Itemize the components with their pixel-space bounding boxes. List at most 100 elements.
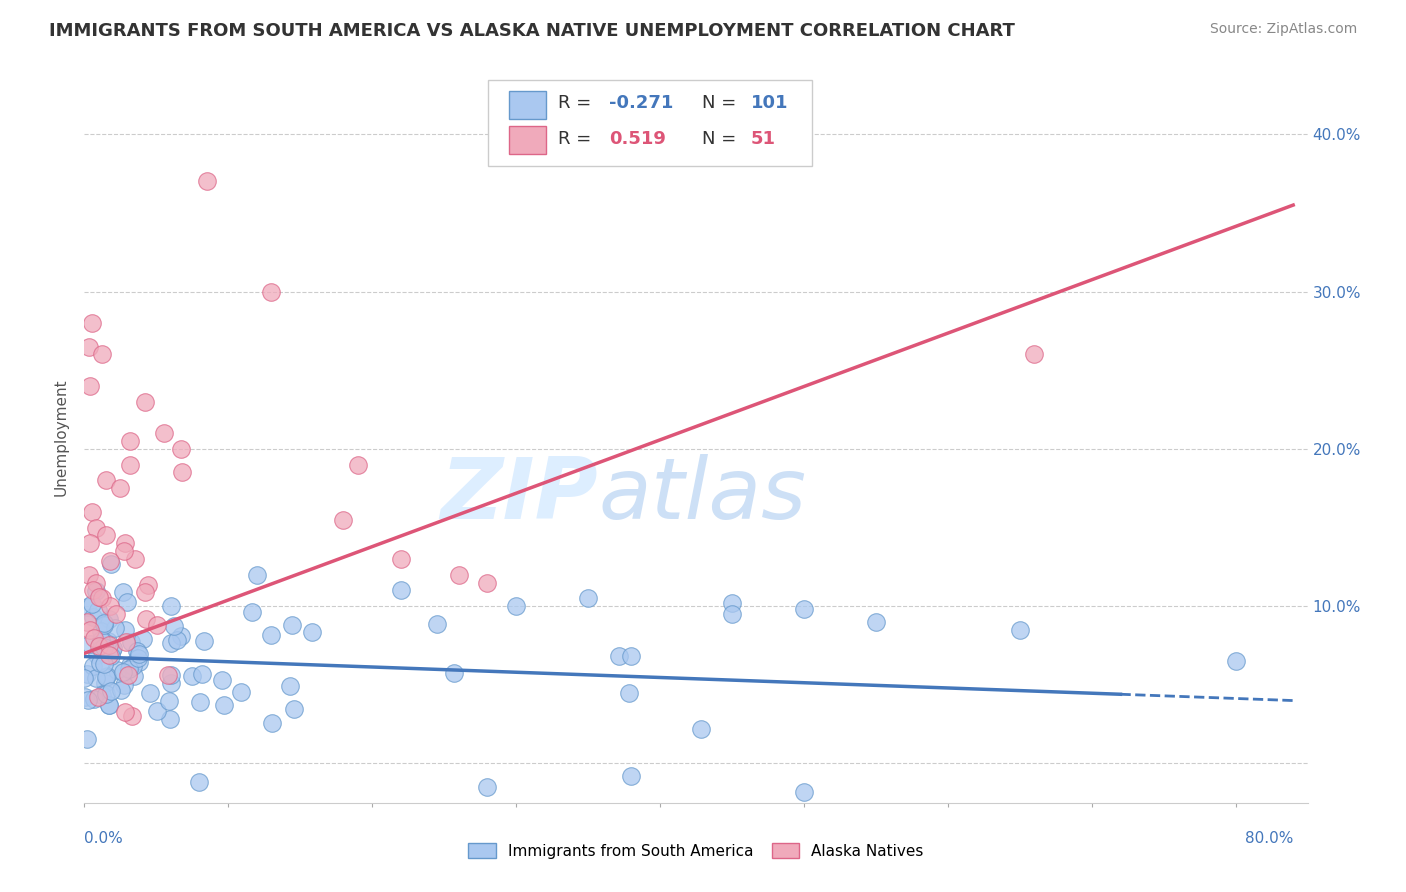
- Point: [82, 583, 104, 598]
- Point: [115, 594, 138, 608]
- Text: 51: 51: [751, 129, 776, 148]
- FancyBboxPatch shape: [509, 91, 546, 119]
- Point: [100, 683, 122, 698]
- Point: [98, 698, 121, 713]
- Point: [136, 578, 159, 592]
- Point: [96, 687, 118, 701]
- Point: [160, 599, 183, 613]
- Point: [120, 658, 142, 673]
- Point: [118, 662, 141, 676]
- Point: [84, 575, 107, 590]
- Point: [477, 780, 499, 794]
- Point: [114, 536, 136, 550]
- Point: [114, 635, 136, 649]
- Point: [93, 657, 115, 671]
- Point: [128, 647, 150, 661]
- Point: [156, 668, 179, 682]
- Point: [86, 648, 108, 662]
- Point: [188, 775, 211, 789]
- Point: [690, 722, 713, 736]
- Y-axis label: Unemployment: Unemployment: [53, 378, 69, 496]
- Point: [98, 638, 121, 652]
- Point: [188, 695, 211, 709]
- Point: [110, 481, 132, 495]
- Point: [1225, 654, 1247, 668]
- Text: -0.271: -0.271: [609, 94, 673, 112]
- Point: [104, 621, 127, 635]
- Point: [169, 629, 191, 643]
- Point: [181, 669, 204, 683]
- Text: 101: 101: [751, 94, 789, 112]
- Point: [346, 458, 368, 472]
- Point: [90, 347, 112, 361]
- Point: [160, 667, 183, 681]
- Point: [332, 513, 354, 527]
- Point: [112, 678, 135, 692]
- Point: [110, 683, 132, 698]
- Point: [93, 618, 115, 632]
- Point: [84, 671, 107, 685]
- Point: [90, 633, 112, 648]
- Text: ZIP: ZIP: [440, 454, 598, 537]
- Point: [73, 671, 96, 685]
- Text: R =: R =: [558, 94, 591, 112]
- Point: [75, 690, 97, 705]
- Point: [105, 663, 128, 677]
- Point: [76, 667, 98, 681]
- Point: [90, 689, 112, 703]
- Point: [620, 649, 643, 664]
- Point: [152, 426, 174, 441]
- Point: [477, 575, 499, 590]
- Point: [124, 552, 146, 566]
- Point: [101, 643, 124, 657]
- Point: [89, 657, 111, 671]
- Point: [83, 631, 105, 645]
- FancyBboxPatch shape: [509, 126, 546, 154]
- Point: [443, 665, 465, 680]
- Point: [114, 706, 136, 720]
- Point: [240, 605, 263, 619]
- Point: [82, 610, 104, 624]
- Point: [87, 690, 110, 705]
- Point: [301, 624, 323, 639]
- Point: [229, 685, 252, 699]
- Point: [120, 434, 142, 448]
- Point: [134, 394, 156, 409]
- Point: [79, 636, 101, 650]
- Point: [157, 694, 180, 708]
- Point: [389, 583, 412, 598]
- Point: [98, 612, 121, 626]
- Point: [105, 607, 128, 621]
- Point: [195, 174, 218, 188]
- Point: [87, 639, 110, 653]
- Point: [98, 648, 121, 662]
- Point: [76, 693, 98, 707]
- Point: [98, 599, 121, 614]
- Point: [865, 615, 887, 629]
- Point: [170, 442, 193, 456]
- Point: [77, 567, 100, 582]
- Point: [94, 473, 117, 487]
- Point: [93, 615, 115, 630]
- Point: [76, 732, 98, 747]
- Point: [94, 675, 117, 690]
- Point: [259, 627, 281, 641]
- Point: [90, 641, 112, 656]
- Point: [607, 648, 630, 663]
- Text: 80.0%: 80.0%: [1244, 831, 1294, 847]
- Text: R =: R =: [558, 129, 591, 148]
- Point: [80, 597, 103, 611]
- Text: Source: ZipAtlas.com: Source: ZipAtlas.com: [1209, 22, 1357, 37]
- Point: [100, 557, 122, 571]
- Point: [120, 458, 142, 472]
- Point: [146, 704, 169, 718]
- Point: [283, 701, 305, 715]
- Point: [447, 567, 470, 582]
- Point: [79, 536, 101, 550]
- Point: [505, 599, 527, 614]
- Point: [127, 651, 149, 665]
- Text: atlas: atlas: [598, 454, 806, 537]
- Point: [79, 379, 101, 393]
- Point: [93, 640, 115, 654]
- Point: [101, 640, 124, 655]
